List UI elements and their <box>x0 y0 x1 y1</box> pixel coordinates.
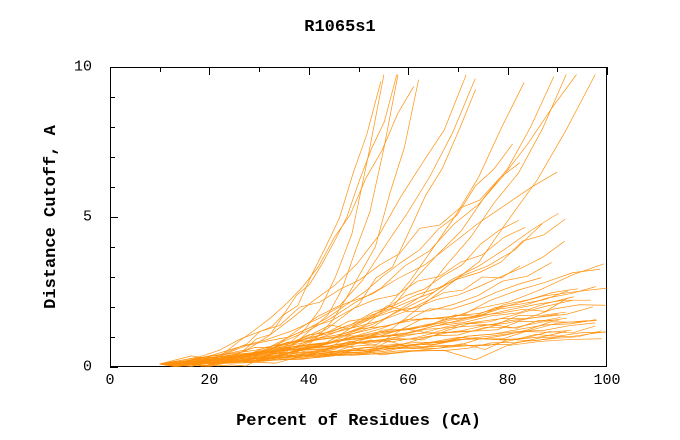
x-tick-label: 40 <box>300 372 318 389</box>
y-tick-label: 0 <box>83 359 92 376</box>
x-tick-label: 80 <box>499 372 517 389</box>
residue-distance-curve <box>160 75 466 364</box>
residue-distance-curve <box>160 83 524 364</box>
x-tick-label: 0 <box>105 372 114 389</box>
chart-title: R1065s1 <box>0 18 680 37</box>
residue-distance-curve <box>160 213 559 364</box>
y-tick-mark <box>110 367 118 368</box>
x-tick-mark <box>607 67 608 75</box>
x-axis-title: Percent of Residues (CA) <box>110 412 607 431</box>
residue-distance-curve <box>160 77 554 366</box>
x-tick-label: 20 <box>200 372 218 389</box>
x-tick-label: 100 <box>593 372 620 389</box>
residue-distance-curve <box>160 163 520 364</box>
residue-distance-curve <box>160 75 577 365</box>
residue-distance-curve <box>160 269 600 364</box>
y-axis-title: Distance Cutoff, A <box>42 67 61 367</box>
curve-plot-svg <box>110 67 607 367</box>
residue-distance-curve <box>160 75 384 367</box>
x-tick-label: 60 <box>399 372 417 389</box>
residue-distance-curve <box>160 79 476 364</box>
residue-distance-curve <box>160 75 596 365</box>
y-tick-label: 10 <box>74 59 92 76</box>
plot-area: 0 20 40 60 80 100 10 5 0 Percent of Resi… <box>110 67 607 367</box>
chart-container: R1065s1 0 20 40 60 80 100 10 5 <box>0 0 680 440</box>
residue-distance-curve <box>160 80 419 366</box>
y-tick-label: 5 <box>83 209 92 226</box>
